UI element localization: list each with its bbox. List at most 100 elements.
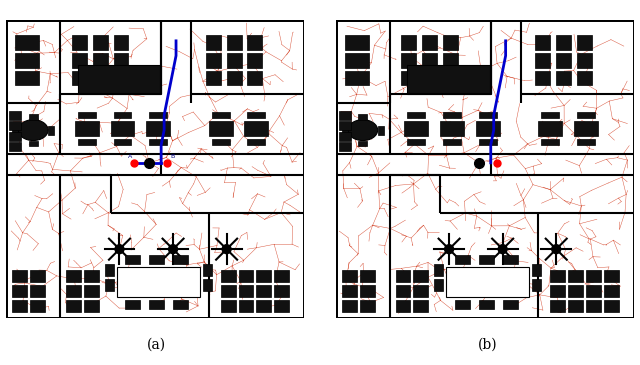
Bar <box>78 65 161 95</box>
Bar <box>29 114 38 120</box>
Bar <box>72 70 87 85</box>
Bar <box>422 53 437 68</box>
Bar <box>104 279 113 291</box>
Bar <box>339 111 351 120</box>
Bar <box>206 35 221 50</box>
Bar <box>113 112 131 118</box>
Bar <box>396 270 410 282</box>
Bar <box>78 139 96 145</box>
Bar <box>604 300 619 312</box>
Bar <box>84 285 99 297</box>
Bar <box>30 270 45 282</box>
Bar <box>15 35 39 50</box>
Bar <box>586 300 601 312</box>
Bar <box>113 35 129 50</box>
Bar <box>173 255 188 264</box>
Bar <box>248 112 266 118</box>
Bar <box>568 285 583 297</box>
Bar <box>206 53 221 68</box>
Bar <box>378 126 383 135</box>
Bar <box>550 270 565 282</box>
Bar <box>93 70 108 85</box>
Bar <box>212 112 230 118</box>
Bar <box>536 70 550 85</box>
Bar <box>48 126 54 135</box>
Bar <box>577 139 595 145</box>
Bar <box>342 300 357 312</box>
Bar <box>443 53 458 68</box>
Bar <box>538 121 562 136</box>
Bar <box>345 53 369 68</box>
Bar <box>440 121 464 136</box>
Bar <box>541 139 559 145</box>
Bar <box>401 70 417 85</box>
Bar <box>93 35 108 50</box>
Bar <box>568 270 583 282</box>
Bar <box>227 35 241 50</box>
Bar <box>104 264 113 276</box>
Bar <box>206 70 221 85</box>
Circle shape <box>498 245 507 254</box>
Bar <box>149 300 164 309</box>
Ellipse shape <box>348 120 378 141</box>
Bar <box>345 70 369 85</box>
Bar <box>408 112 425 118</box>
Bar <box>84 270 99 282</box>
Bar <box>479 255 493 264</box>
Bar <box>446 267 529 297</box>
Bar <box>401 35 417 50</box>
Bar <box>408 65 491 95</box>
Bar <box>221 285 236 297</box>
Bar <box>173 300 188 309</box>
Bar <box>257 285 271 297</box>
Bar <box>275 270 289 282</box>
Bar <box>413 300 428 312</box>
Bar <box>248 35 262 50</box>
Bar <box>257 270 271 282</box>
Bar <box>577 112 595 118</box>
Bar <box>339 132 351 141</box>
Bar <box>541 112 559 118</box>
Bar <box>586 285 601 297</box>
Bar <box>227 53 241 68</box>
Bar <box>568 300 583 312</box>
Bar <box>455 255 470 264</box>
Bar <box>550 285 565 297</box>
Bar <box>556 70 571 85</box>
Bar <box>12 270 28 282</box>
Bar <box>556 53 571 68</box>
Bar <box>111 121 134 136</box>
Bar <box>396 285 410 297</box>
Bar <box>502 255 518 264</box>
Bar <box>212 139 230 145</box>
Bar <box>532 279 541 291</box>
Bar <box>12 300 28 312</box>
Bar <box>275 285 289 297</box>
Bar <box>404 121 428 136</box>
Bar <box>422 70 437 85</box>
Bar <box>239 285 253 297</box>
Bar <box>360 300 374 312</box>
Bar <box>401 53 417 68</box>
Bar <box>443 112 461 118</box>
Bar <box>66 270 81 282</box>
Bar <box>203 279 212 291</box>
Bar <box>257 300 271 312</box>
Bar <box>360 270 374 282</box>
Circle shape <box>222 245 231 254</box>
Bar <box>360 285 374 297</box>
Bar <box>408 139 425 145</box>
Bar <box>149 139 167 145</box>
Bar <box>248 139 266 145</box>
Bar <box>84 300 99 312</box>
Ellipse shape <box>19 120 48 141</box>
Bar <box>10 111 21 120</box>
Text: (a): (a) <box>147 338 166 352</box>
Bar <box>556 35 571 50</box>
Bar <box>30 300 45 312</box>
Bar <box>586 270 601 282</box>
Circle shape <box>552 245 561 254</box>
Bar <box>248 70 262 85</box>
Bar <box>209 121 232 136</box>
Bar <box>147 121 170 136</box>
